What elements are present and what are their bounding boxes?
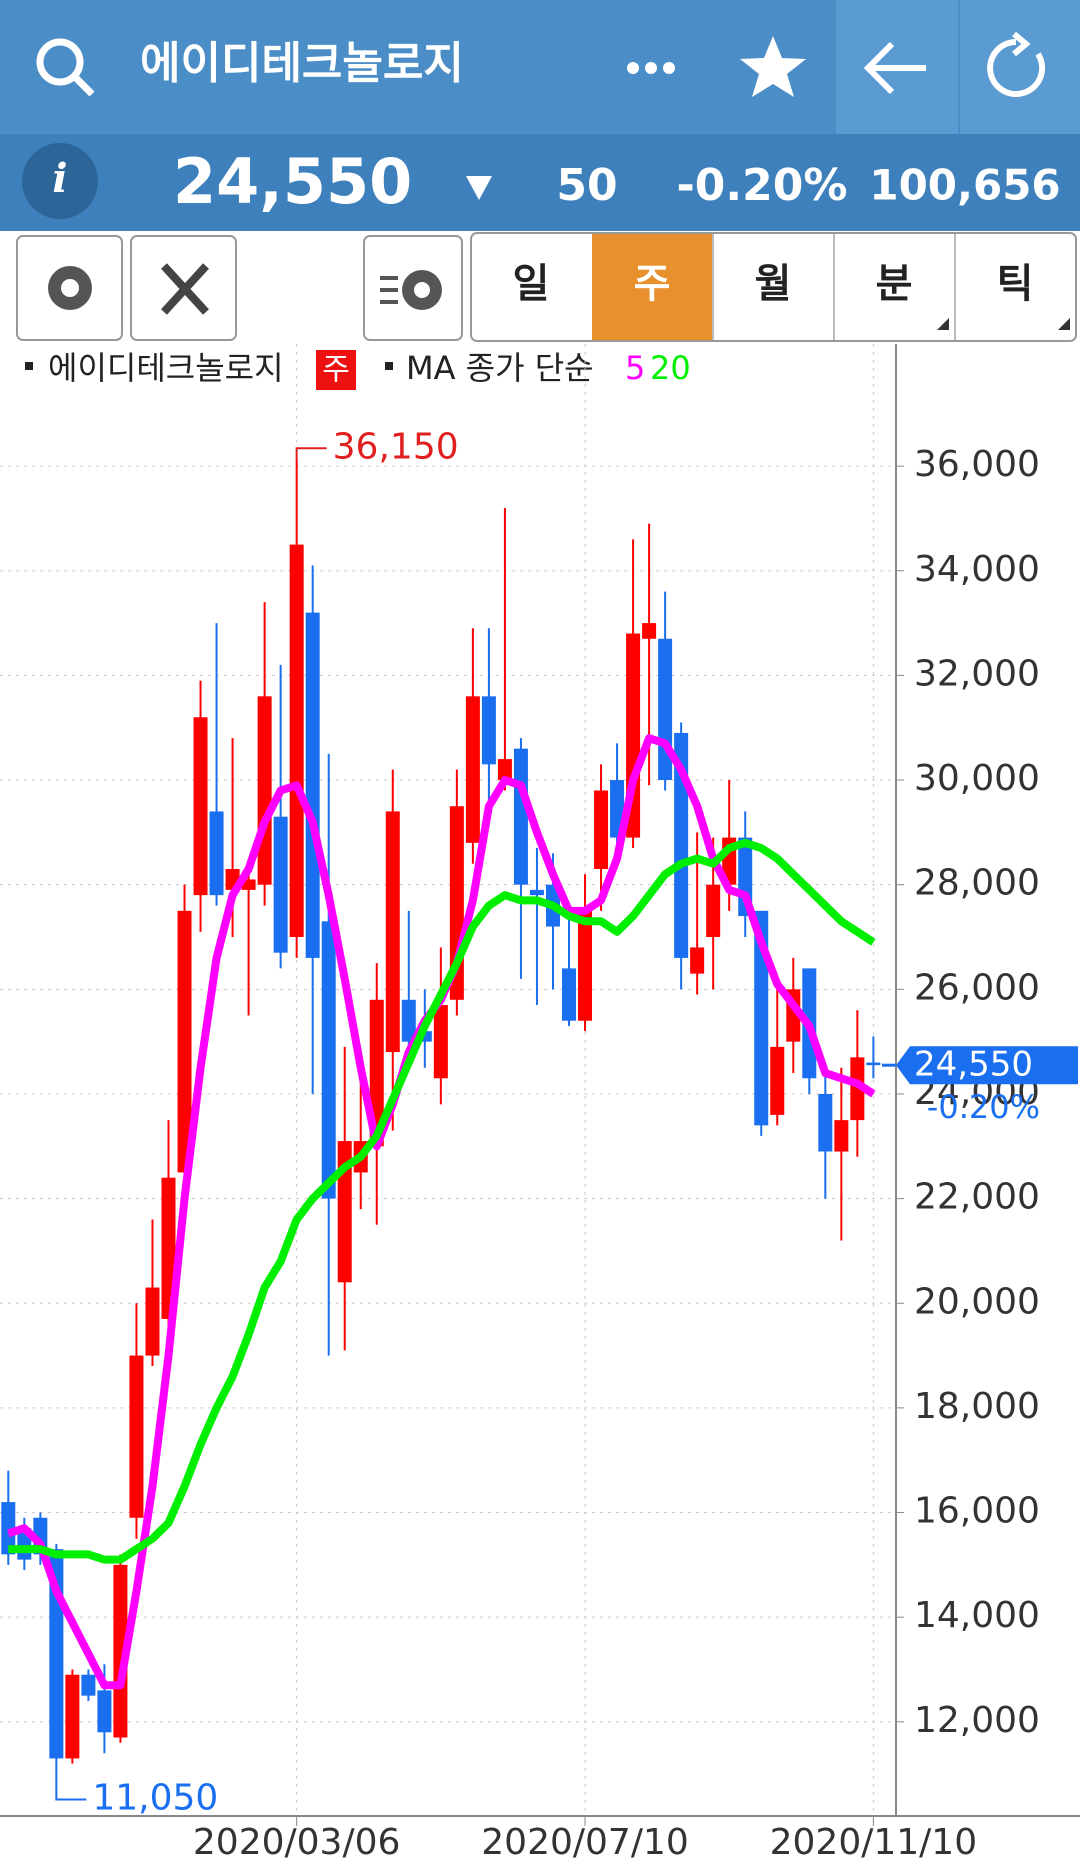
candle-body bbox=[193, 717, 208, 896]
volume: 100,656 bbox=[869, 161, 1060, 210]
candle-body bbox=[433, 1005, 448, 1079]
refresh-icon[interactable] bbox=[987, 31, 1046, 97]
candle-body bbox=[497, 759, 512, 781]
stock-title: 에이디테크놀로지 bbox=[140, 38, 464, 89]
info-button[interactable] bbox=[22, 143, 98, 219]
legend-name: 에이디테크놀로지 bbox=[48, 349, 284, 387]
x-tick-label: 2020/11/10 bbox=[770, 1822, 978, 1861]
y-tick-label: 20,000 bbox=[914, 1281, 1040, 1322]
x-tick-label: 2020/07/10 bbox=[481, 1822, 689, 1861]
legend-bullet bbox=[385, 362, 393, 370]
search-icon[interactable] bbox=[36, 38, 95, 97]
change: 50 bbox=[556, 160, 617, 211]
last-change: -0.20% bbox=[927, 1088, 1040, 1126]
period-tab[interactable]: 일 bbox=[513, 261, 550, 307]
y-tick-label: 16,000 bbox=[914, 1491, 1040, 1532]
candle-body bbox=[177, 910, 192, 1173]
candle-body bbox=[465, 696, 480, 843]
y-tick-label: 26,000 bbox=[914, 967, 1040, 1008]
candle-body bbox=[385, 811, 400, 1053]
y-tick-label: 18,000 bbox=[914, 1386, 1040, 1427]
candle-body bbox=[273, 816, 288, 953]
candle-body bbox=[417, 1031, 432, 1042]
candle-body bbox=[289, 544, 304, 937]
candle-body bbox=[113, 1564, 128, 1738]
legend-bullet bbox=[25, 362, 33, 370]
y-tick-label: 12,000 bbox=[914, 1700, 1040, 1741]
tools-icon bbox=[161, 263, 209, 315]
candle-body bbox=[481, 696, 496, 765]
candle-body bbox=[706, 884, 721, 937]
info-icon: i bbox=[52, 155, 67, 202]
candle-body bbox=[97, 1690, 112, 1733]
candle-body bbox=[401, 999, 416, 1042]
annotation: 11,050 bbox=[92, 1778, 218, 1819]
candle-body bbox=[578, 910, 593, 1021]
candle-body bbox=[209, 811, 224, 896]
period-tab[interactable]: 분 bbox=[876, 261, 913, 307]
y-tick-label: 36,000 bbox=[914, 444, 1040, 485]
candle-body bbox=[754, 910, 769, 1126]
tab-corner bbox=[937, 318, 949, 330]
period-badge-bg bbox=[316, 350, 356, 390]
annotation-pointer bbox=[295, 447, 327, 459]
candle-body bbox=[818, 1093, 833, 1152]
y-tick-label: 32,000 bbox=[914, 653, 1040, 694]
change-rate: -0.20% bbox=[677, 160, 848, 211]
price: 24,550 bbox=[173, 145, 412, 218]
candle-body bbox=[562, 968, 576, 1021]
candle-body bbox=[866, 1062, 881, 1066]
y-tick-label: 30,000 bbox=[914, 758, 1040, 799]
candle-body bbox=[642, 623, 657, 639]
candle-body bbox=[850, 1057, 865, 1121]
candle-body bbox=[594, 790, 609, 869]
down-arrow-icon bbox=[466, 176, 492, 200]
gear-icon bbox=[48, 266, 92, 310]
candle-body bbox=[257, 696, 272, 885]
candle-body bbox=[321, 921, 336, 1199]
refresh-button-bg[interactable] bbox=[960, 0, 1080, 134]
annotation: 36,150 bbox=[333, 426, 459, 467]
candle-body bbox=[834, 1120, 849, 1152]
ma-label: MA 종가 단순 bbox=[406, 349, 594, 387]
candle-body bbox=[513, 748, 528, 885]
ma-line bbox=[8, 838, 876, 1564]
period-tab[interactable]: 주 bbox=[634, 261, 671, 307]
period-badge: 주 bbox=[322, 353, 350, 388]
period-tab[interactable]: 월 bbox=[755, 261, 792, 307]
candle-body bbox=[1, 1502, 16, 1555]
candle-body bbox=[305, 612, 320, 958]
y-tick-label: 22,000 bbox=[914, 1177, 1040, 1218]
candle-body bbox=[690, 947, 705, 974]
candle-body bbox=[129, 1355, 144, 1518]
tab-corner bbox=[1058, 318, 1070, 330]
candle-body bbox=[65, 1674, 80, 1759]
y-tick-label: 28,000 bbox=[914, 863, 1040, 904]
last-price-box bbox=[896, 1046, 1078, 1085]
candle-body bbox=[770, 1046, 785, 1115]
last-price: 24,550 bbox=[914, 1045, 1033, 1085]
candle-body bbox=[529, 889, 544, 896]
candle-body bbox=[337, 1141, 352, 1283]
candle-body bbox=[81, 1674, 96, 1696]
candle-body bbox=[674, 732, 689, 958]
x-tick-label: 2020/03/06 bbox=[193, 1822, 401, 1861]
ma-legend: 20 bbox=[650, 349, 691, 387]
candle-body bbox=[145, 1287, 160, 1356]
ma-legend: 5 bbox=[625, 349, 645, 387]
favorite-icon[interactable] bbox=[740, 36, 806, 97]
y-tick-label: 34,000 bbox=[914, 549, 1040, 590]
quote-bar bbox=[0, 134, 1080, 231]
period-tab[interactable]: 틱 bbox=[997, 261, 1034, 307]
y-tick-label: 14,000 bbox=[914, 1595, 1040, 1636]
indicator-icon bbox=[380, 270, 442, 310]
more-icon[interactable] bbox=[627, 62, 675, 74]
annotation-pointer bbox=[55, 1771, 87, 1801]
tab-selected-bg bbox=[592, 234, 713, 340]
back-icon[interactable] bbox=[863, 41, 926, 95]
candle-body bbox=[241, 879, 256, 890]
